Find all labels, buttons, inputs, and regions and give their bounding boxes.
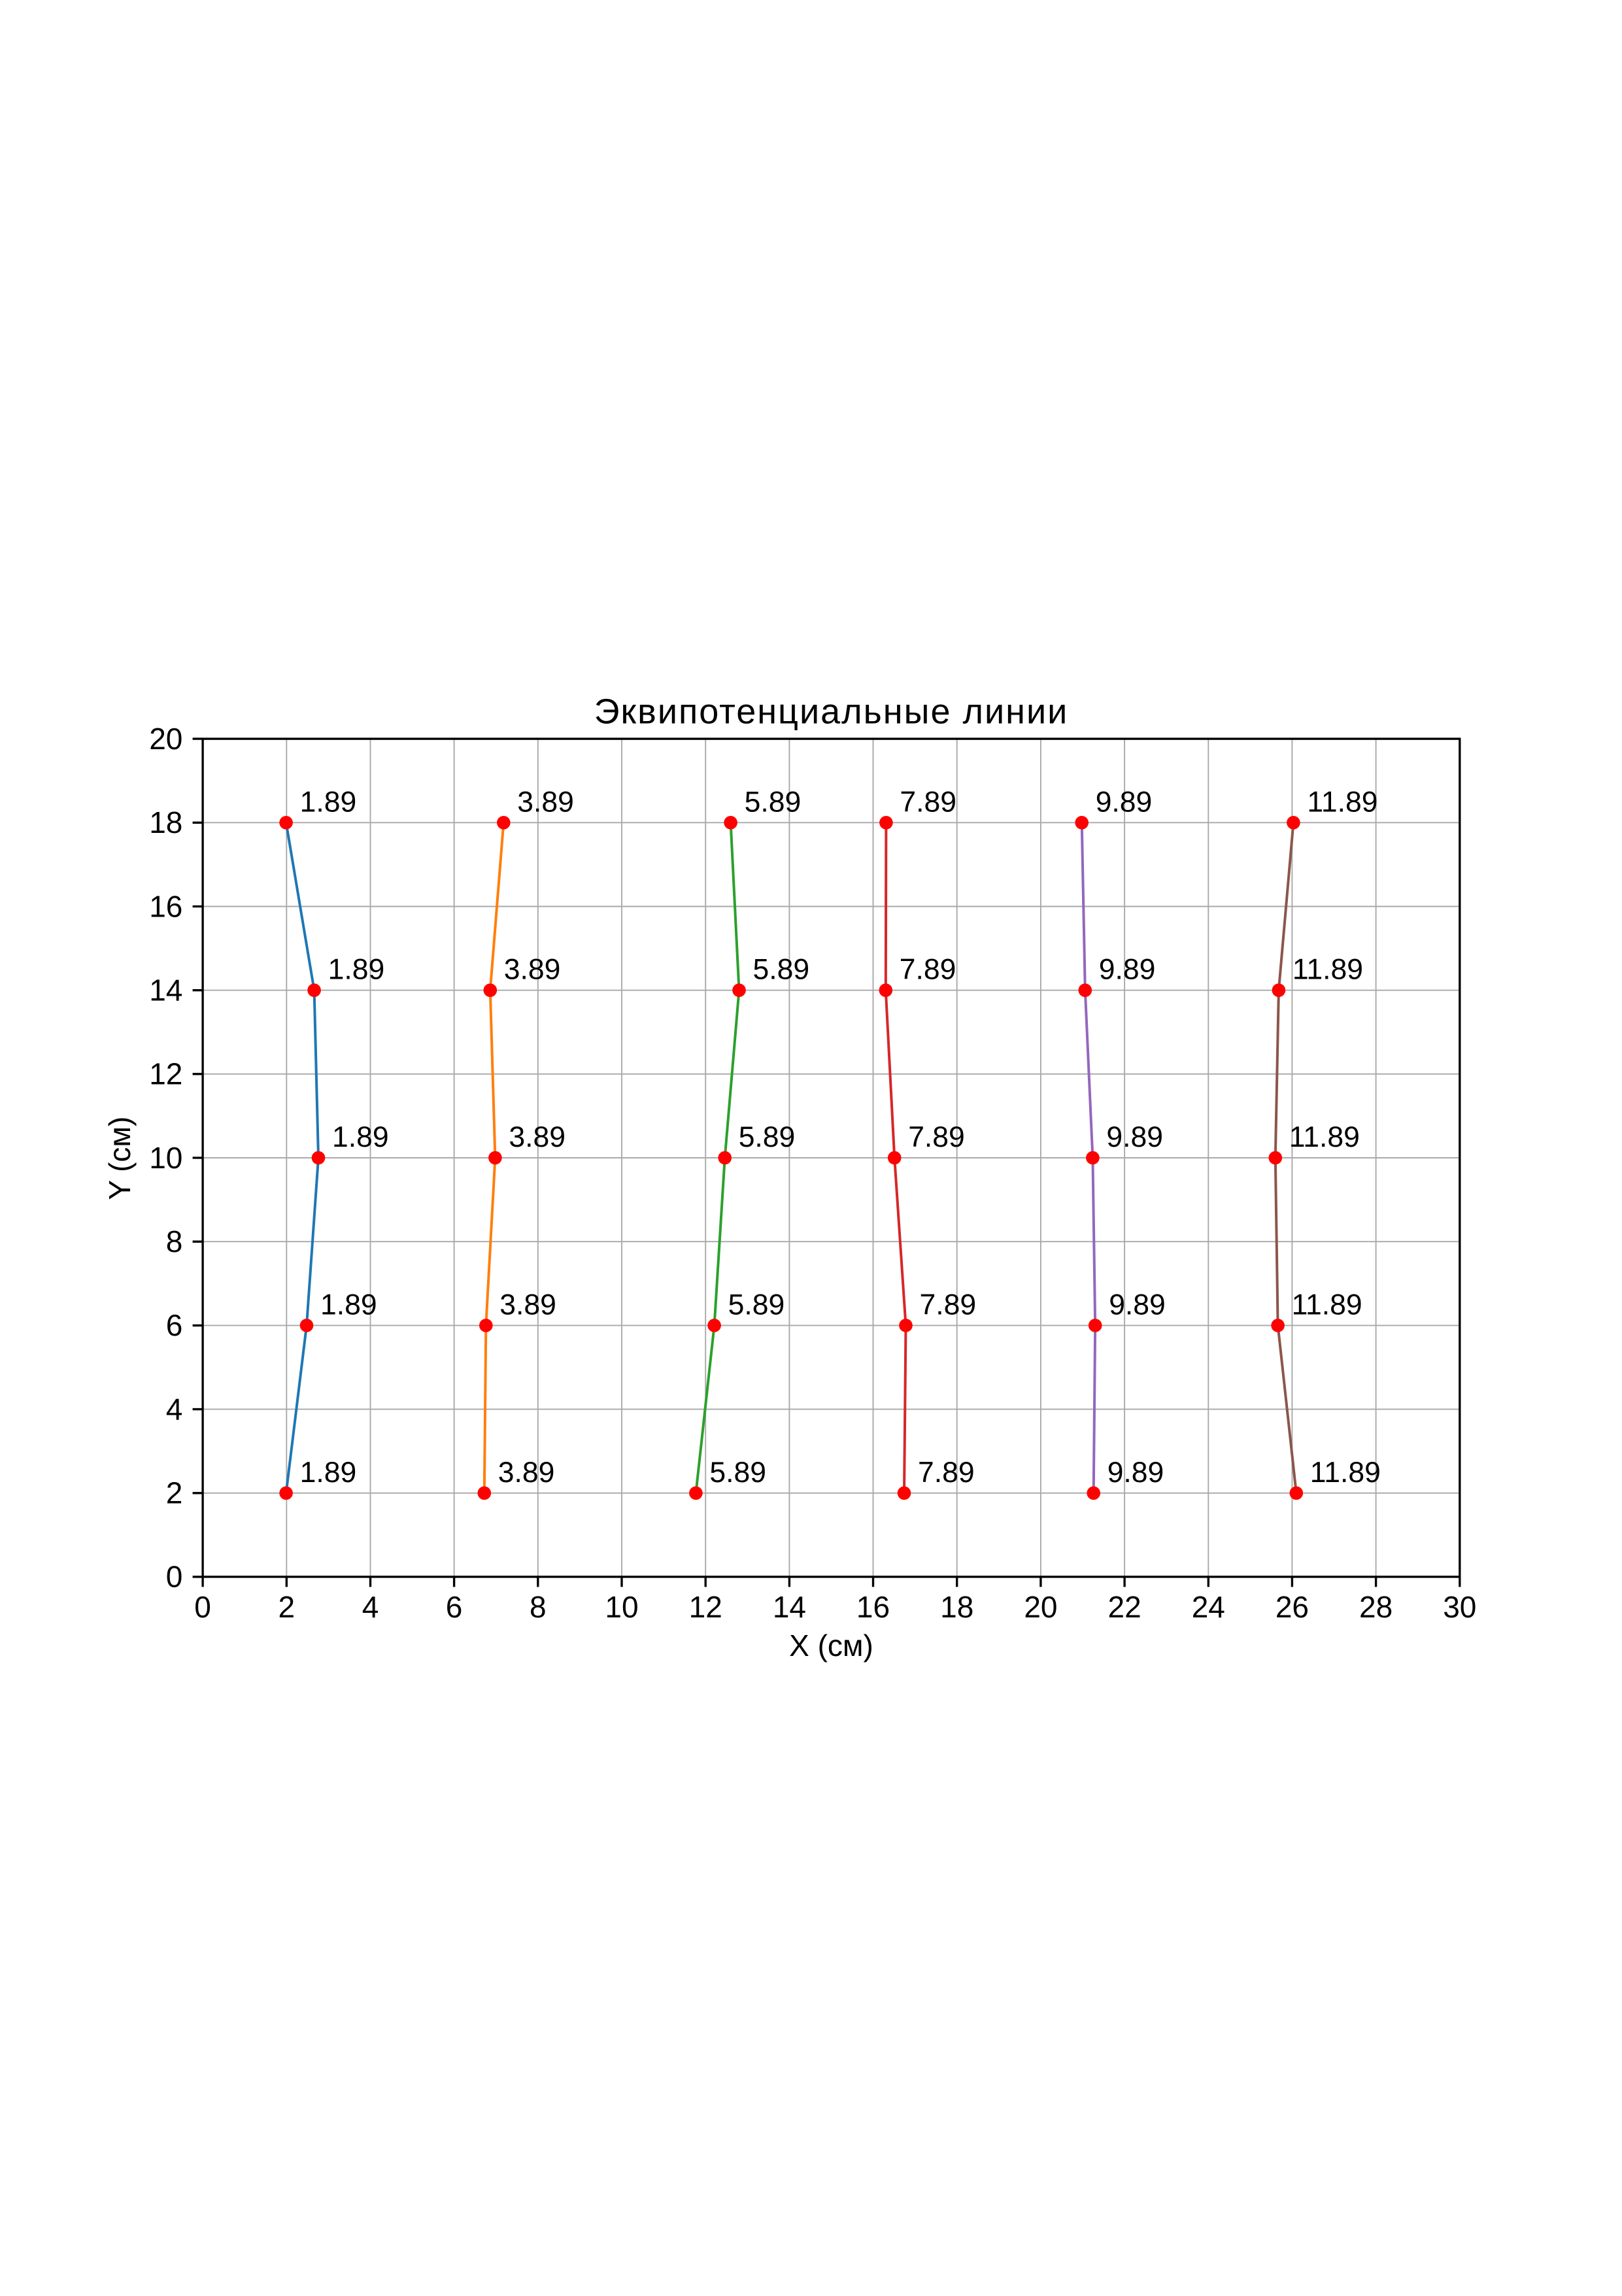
svg-text:1.89: 1.89 [300,1457,357,1489]
svg-text:9.89: 9.89 [1107,1457,1164,1489]
svg-text:10: 10 [605,1590,638,1624]
svg-text:30: 30 [1443,1590,1476,1624]
svg-text:28: 28 [1359,1590,1393,1624]
svg-text:11.89: 11.89 [1310,1457,1381,1489]
svg-text:7.89: 7.89 [900,954,956,986]
svg-text:20: 20 [149,722,182,756]
svg-text:11.89: 11.89 [1289,1121,1360,1153]
svg-text:5.89: 5.89 [739,1121,796,1153]
svg-text:11.89: 11.89 [1293,954,1363,986]
svg-text:18: 18 [149,805,182,839]
svg-text:2: 2 [279,1590,296,1624]
svg-text:4: 4 [362,1590,379,1624]
svg-text:18: 18 [940,1590,973,1624]
svg-text:Эквипотенциальные линии: Эквипотенциальные линии [594,692,1069,732]
svg-text:3.89: 3.89 [499,1289,556,1321]
svg-text:9.89: 9.89 [1106,1121,1163,1153]
svg-text:10: 10 [149,1141,182,1175]
svg-text:Y (см): Y (см) [103,1117,137,1200]
svg-text:1.89: 1.89 [332,1121,389,1153]
svg-text:5.89: 5.89 [745,786,802,818]
svg-text:6: 6 [166,1308,183,1342]
svg-text:8: 8 [166,1224,183,1258]
svg-text:20: 20 [1024,1590,1057,1624]
svg-text:24: 24 [1192,1590,1225,1624]
svg-text:12: 12 [689,1590,722,1624]
svg-text:4: 4 [166,1392,183,1426]
svg-text:14: 14 [773,1590,806,1624]
svg-text:7.89: 7.89 [918,1457,975,1489]
svg-text:12: 12 [149,1057,182,1091]
svg-text:7.89: 7.89 [908,1121,965,1153]
svg-text:9.89: 9.89 [1099,954,1156,986]
svg-text:16: 16 [149,889,182,923]
svg-text:3.89: 3.89 [517,786,574,818]
svg-text:6: 6 [446,1590,463,1624]
svg-text:5.89: 5.89 [709,1457,766,1489]
svg-text:3.89: 3.89 [509,1121,566,1153]
svg-text:3.89: 3.89 [498,1457,555,1489]
svg-text:3.89: 3.89 [504,954,561,986]
svg-text:8: 8 [530,1590,547,1624]
svg-text:9.89: 9.89 [1096,786,1153,818]
svg-text:9.89: 9.89 [1109,1289,1166,1321]
svg-text:11.89: 11.89 [1307,786,1377,818]
svg-text:5.89: 5.89 [728,1289,785,1321]
svg-text:2: 2 [166,1476,183,1510]
svg-text:26: 26 [1276,1590,1309,1624]
svg-text:14: 14 [149,973,182,1007]
svg-text:1.89: 1.89 [300,786,357,818]
svg-text:7.89: 7.89 [920,1289,977,1321]
svg-text:0: 0 [194,1590,211,1624]
svg-text:1.89: 1.89 [320,1289,377,1321]
svg-text:0: 0 [166,1560,183,1594]
svg-text:22: 22 [1108,1590,1141,1624]
svg-text:1.89: 1.89 [328,954,385,986]
svg-text:7.89: 7.89 [900,786,956,818]
svg-text:5.89: 5.89 [753,954,810,986]
svg-text:X (см): X (см) [789,1629,873,1663]
svg-text:11.89: 11.89 [1292,1289,1362,1321]
svg-text:16: 16 [856,1590,890,1624]
